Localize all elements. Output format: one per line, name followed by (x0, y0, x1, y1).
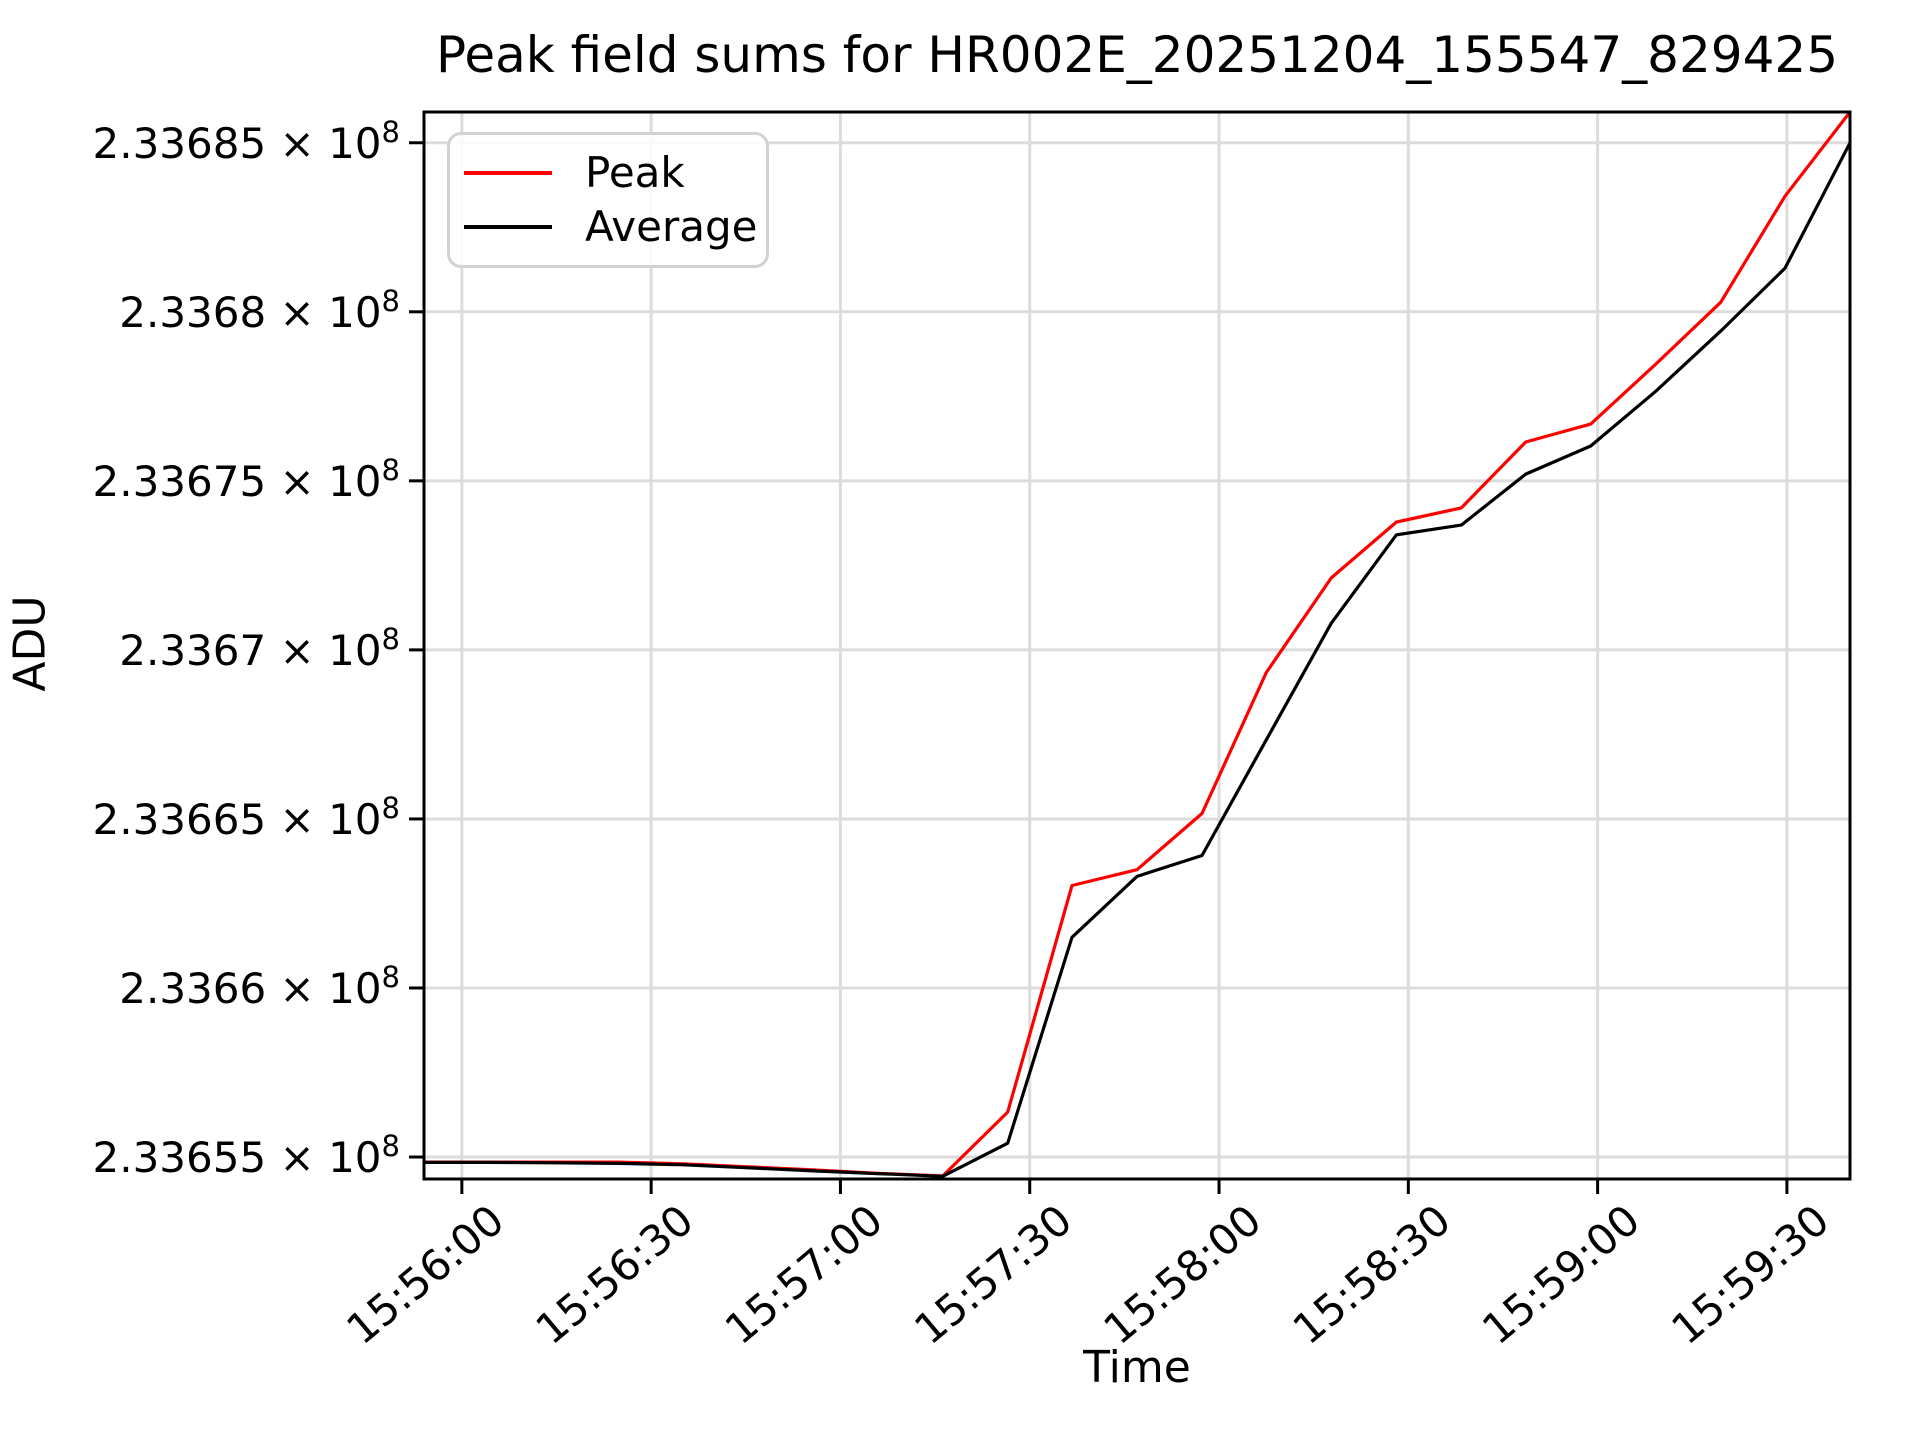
x-tick-label: 15:57:30 (905, 1195, 1081, 1354)
y-tick-label: 2.33665 × 108 (93, 791, 400, 844)
legend-entry-peak: Peak (464, 147, 766, 197)
y-tick-label: 2.3366 × 108 (119, 960, 400, 1013)
y-tick-label: 2.33655 × 108 (93, 1129, 400, 1182)
average-line-swatch (464, 225, 552, 230)
peak-line-swatch (464, 170, 552, 175)
y-tick-label: 2.3368 × 108 (119, 284, 400, 337)
legend-label-average: Average (585, 202, 758, 252)
legend: Peak Average (447, 132, 769, 268)
x-tick-label: 15:58:30 (1284, 1195, 1460, 1354)
y-tick-label: 2.33685 × 108 (93, 115, 400, 168)
legend-label-peak: Peak (585, 147, 685, 197)
x-tick-label: 15:57:00 (716, 1195, 892, 1354)
y-tick-label: 2.33675 × 108 (93, 453, 400, 506)
peak-line (424, 112, 1850, 1178)
y-axis-label: ADU (4, 595, 56, 692)
x-tick-label: 15:58:00 (1094, 1195, 1270, 1354)
axes-spines (422, 110, 1852, 1181)
legend-entry-average: Average (464, 206, 766, 248)
x-tick-label: 15:56:00 (337, 1195, 513, 1354)
chart-title: Peak field sums for HR002E_20251204_1555… (435, 26, 1839, 84)
average-line (424, 142, 1850, 1178)
x-axis-label: Time (1083, 1342, 1191, 1393)
x-tick-label: 15:59:30 (1662, 1195, 1838, 1354)
x-tick-label: 15:59:00 (1473, 1195, 1649, 1354)
y-tick-label: 2.3367 × 108 (119, 622, 400, 675)
x-tick-label: 15:56:30 (527, 1195, 703, 1354)
